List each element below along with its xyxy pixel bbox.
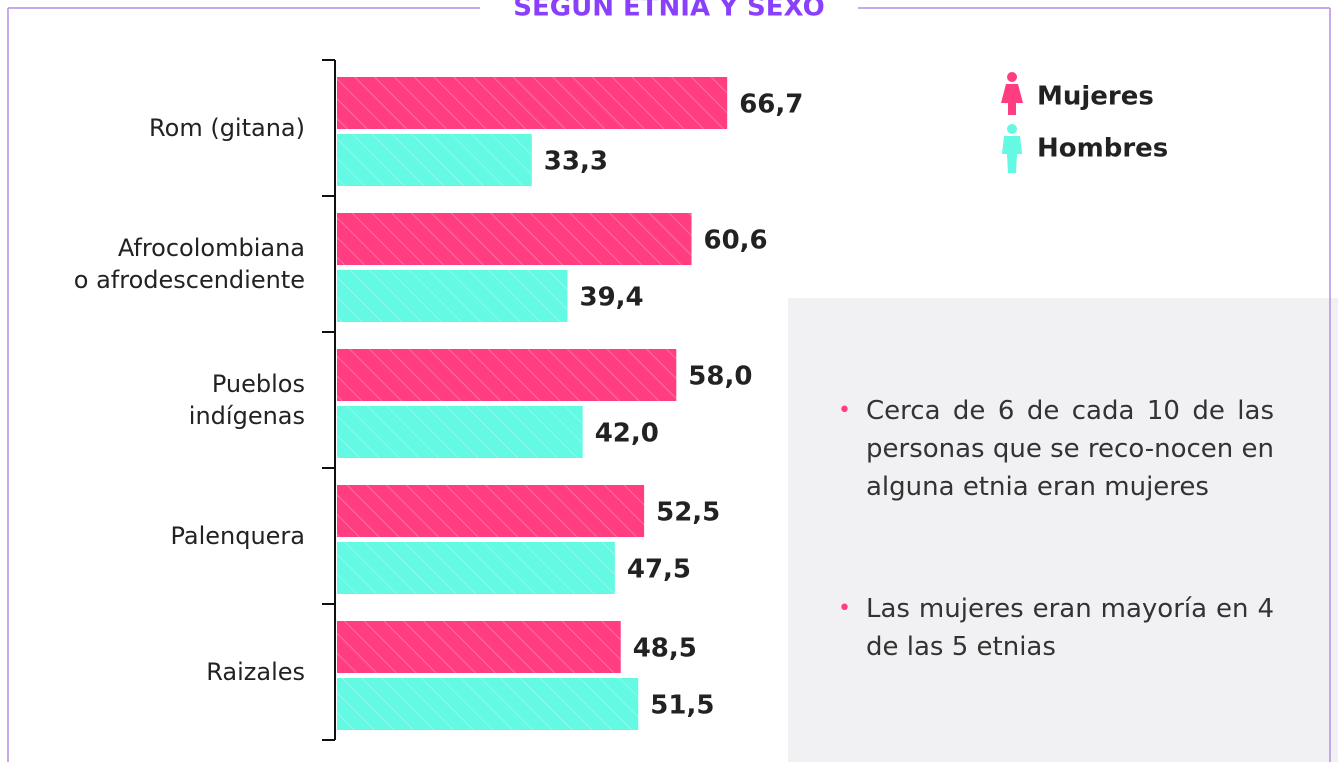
value-label: 52,5 (656, 498, 720, 528)
value-label: 51,5 (650, 691, 714, 721)
category-label: Afrocolombiana o afrodescendiente (73, 234, 305, 294)
value-label: 33,3 (544, 147, 608, 177)
category-label: Raizales (206, 658, 305, 686)
bar-hatch (337, 485, 645, 537)
bullet: • (838, 398, 851, 423)
category-label: Rom (gitana) (149, 114, 305, 142)
bar-hatch (337, 77, 728, 129)
value-label: 58,0 (688, 362, 752, 392)
bar-hatch (337, 621, 621, 673)
chart-title: SEGÚN ETNIA Y SEXO (513, 0, 824, 23)
bullet: • (838, 596, 851, 621)
value-label: 39,4 (579, 283, 643, 313)
value-label: 60,6 (704, 226, 768, 256)
bar-hatch (337, 406, 583, 458)
bar-hatch (337, 542, 615, 594)
legend-icon (1007, 72, 1017, 82)
value-label: 47,5 (627, 555, 691, 585)
bar-hatch (337, 270, 568, 322)
value-label: 66,7 (739, 90, 803, 120)
bar-hatch (337, 134, 532, 186)
bar-hatch (337, 678, 639, 730)
legend-icon (1002, 136, 1022, 173)
bar-hatch (337, 213, 692, 265)
legend-icon (1001, 84, 1023, 115)
category-label: Pueblos indígenas (188, 370, 305, 430)
annotation-box (788, 298, 1338, 762)
category-label: Palenquera (170, 522, 305, 550)
value-label: 42,0 (595, 419, 659, 449)
legend-label: Hombres (1037, 134, 1168, 164)
bar-hatch (337, 349, 677, 401)
annotation: Las mujeres eran mayoría en 4 de las 5 e… (866, 594, 1274, 662)
legend-icon (1007, 124, 1017, 134)
annotation: Cerca de 6 de cada 10 de las personas qu… (866, 396, 1274, 502)
legend-label: Mujeres (1037, 82, 1154, 112)
value-label: 48,5 (633, 634, 697, 664)
